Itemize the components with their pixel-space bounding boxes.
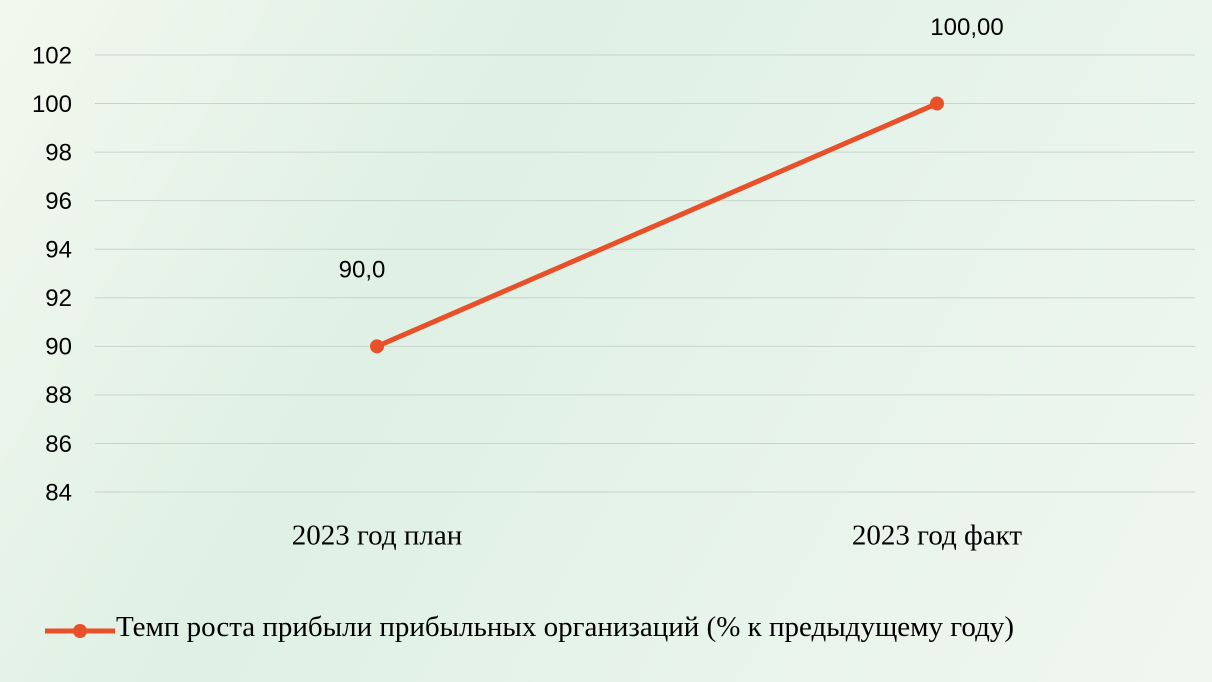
data-label: 90,0 [339,257,386,284]
series-line [374,101,940,349]
y-tick-label: 102 [32,42,72,69]
data-point [370,339,384,354]
y-tick-label: 88 [45,382,72,409]
x-tick-label: 2023 год план [292,520,462,552]
x-tick-label: 2023 год факт [852,520,1022,552]
legend-label: Темп роста прибыли прибыльных организаци… [116,611,1014,643]
data-point [930,96,944,111]
y-tick-label: 94 [45,237,72,264]
y-tick-label: 90 [45,334,72,361]
data-label: 100,00 [930,14,1003,41]
y-tick-label: 86 [45,431,72,458]
y-tick-label: 96 [45,188,72,215]
y-tick-label: 98 [45,139,72,166]
y-tick-label: 92 [45,285,72,312]
legend-marker [73,624,87,638]
y-tick-label: 84 [45,479,72,506]
y-tick-label: 100 [32,91,72,118]
